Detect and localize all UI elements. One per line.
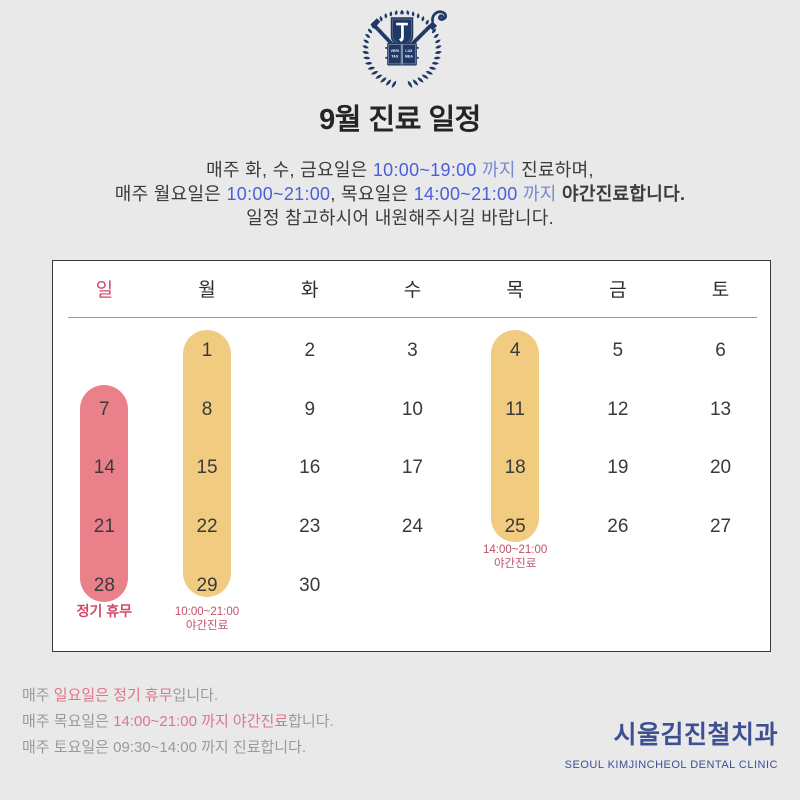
svg-text:VERI: VERI: [391, 49, 399, 53]
svg-text:TAS: TAS: [391, 54, 398, 58]
svg-text:MEA: MEA: [405, 54, 413, 58]
svg-text:LUX: LUX: [405, 49, 413, 53]
